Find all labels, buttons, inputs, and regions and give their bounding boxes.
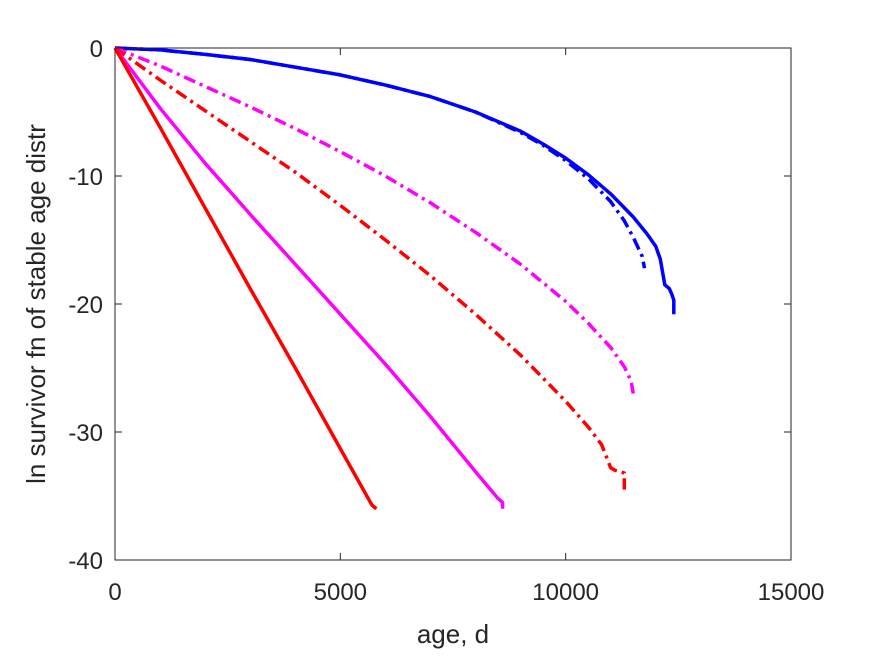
x-tick-label: 5000 xyxy=(314,579,367,606)
series-line-4 xyxy=(113,46,627,490)
y-tick-label: -20 xyxy=(68,292,103,319)
y-tick-label: 0 xyxy=(90,36,103,63)
y-tick-label: -30 xyxy=(68,420,103,447)
x-tick-label: 15000 xyxy=(758,579,825,606)
series-layer xyxy=(113,46,676,511)
x-axis-label: age, d xyxy=(417,619,489,649)
x-tick-label: 10000 xyxy=(532,579,599,606)
series-line-2 xyxy=(114,46,647,269)
y-axis-label: ln survivor fn of stable age distr xyxy=(21,124,51,484)
y-tick-label: -10 xyxy=(68,164,103,191)
y-tick-label: -40 xyxy=(68,548,103,575)
plot-background xyxy=(115,48,791,560)
x-tick-label: 0 xyxy=(108,579,121,606)
series-line-1 xyxy=(114,46,676,315)
ticks-layer: 0 5000 10000 15000 0 -10 -20 -30 -40 xyxy=(68,36,824,606)
series-line-3 xyxy=(114,46,636,394)
series-line-5 xyxy=(113,46,505,509)
series-line-6 xyxy=(113,47,378,511)
